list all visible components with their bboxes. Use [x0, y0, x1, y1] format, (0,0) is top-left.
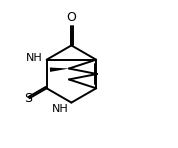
Text: O: O	[66, 11, 76, 24]
Polygon shape	[50, 67, 69, 72]
Text: NH: NH	[51, 104, 68, 114]
Text: S: S	[24, 92, 32, 105]
Text: NH: NH	[26, 53, 43, 63]
